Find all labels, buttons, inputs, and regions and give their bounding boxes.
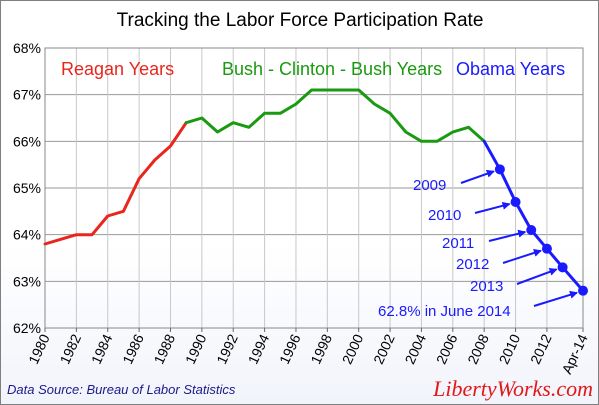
- y-tick-label: 66%: [13, 133, 41, 149]
- annotation-2013: 2013: [470, 278, 503, 295]
- y-axis: 62% 63% 64% 65% 66% 67% 68%: [13, 40, 41, 336]
- annotation-arrow: [533, 290, 578, 307]
- y-tick-label: 67%: [13, 87, 41, 103]
- x-tick-label: 1988: [151, 331, 179, 366]
- x-tick-label: 1994: [245, 331, 273, 366]
- chart-title: Tracking the Labor Force Participation R…: [117, 10, 484, 31]
- legend-obama-years: Obama Years: [456, 59, 565, 79]
- data-point: [541, 243, 552, 254]
- x-tick-label: 1982: [56, 331, 84, 366]
- x-tick-label: 1980: [25, 331, 53, 366]
- annotation-2009: 2009: [413, 177, 446, 194]
- series-line-0: [43, 121, 188, 246]
- annotation-june-2014: 62.8% in June 2014: [378, 303, 511, 320]
- annotation-2010: 2010: [428, 207, 461, 224]
- series-lines: [43, 88, 588, 296]
- x-tick-label: 2006: [433, 331, 461, 366]
- x-axis: 1980 1982 1984 1986 1988 1990 1992 1994 1996 1998…: [25, 328, 591, 376]
- series-line-1: [184, 88, 486, 143]
- annotation-2012: 2012: [456, 256, 489, 273]
- x-tick-label: 1992: [213, 331, 241, 366]
- x-tick-label: 2004: [401, 331, 429, 366]
- series-line-2: [482, 139, 585, 293]
- data-point: [494, 164, 505, 175]
- x-tick-label: 2012: [527, 331, 555, 366]
- annotation-arrow: [488, 229, 527, 242]
- data-point: [526, 225, 537, 235]
- legend-reagan-years: Reagan Years: [61, 59, 174, 79]
- y-tick-label: 65%: [13, 180, 41, 196]
- x-tick-label: 2002: [370, 331, 398, 366]
- x-tick-label: 1996: [276, 331, 304, 366]
- legend-bush-clinton-bush-years: Bush - Clinton - Bush Years: [222, 59, 442, 79]
- x-tick-label: Apr-14: [558, 331, 590, 376]
- annotation-arrow: [460, 169, 495, 184]
- x-tick-label: 1998: [307, 331, 335, 366]
- y-tick-label: 63%: [13, 273, 41, 289]
- data-point: [510, 197, 521, 207]
- annotation-2011: 2011: [442, 235, 474, 252]
- annotation-arrows: [460, 169, 578, 307]
- data-source: Data Source: Bureau of Labor Statistics: [7, 382, 236, 397]
- annotation-arrow: [516, 268, 558, 285]
- x-tick-label: 1986: [119, 331, 147, 366]
- y-tick-label: 64%: [13, 227, 41, 243]
- brand-logo: LibertyWorks.com: [432, 376, 593, 401]
- data-point: [578, 285, 588, 296]
- x-tick-label: 2000: [339, 331, 367, 366]
- annotation-arrow: [502, 249, 542, 264]
- plot-area: [44, 47, 584, 329]
- x-tick-label: 1984: [88, 331, 116, 366]
- annotations: 2009 2010 2011 2012 2013 62.8% in June 2…: [378, 177, 511, 320]
- x-tick-label: 2010: [496, 331, 524, 366]
- x-tick-label: 2008: [464, 331, 492, 366]
- y-tick-label: 62%: [13, 320, 41, 336]
- x-tick-label: 1990: [182, 331, 210, 366]
- y-tick-label: 68%: [13, 40, 41, 56]
- annotation-arrow: [474, 201, 511, 214]
- data-point: [557, 262, 568, 273]
